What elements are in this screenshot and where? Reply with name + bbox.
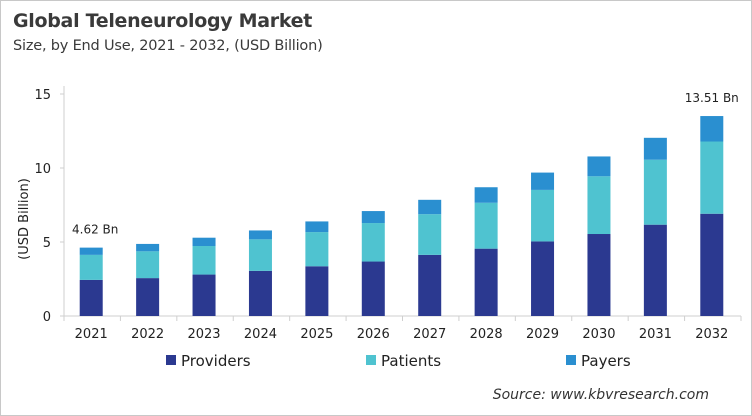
bar-providers-2030 <box>587 234 611 316</box>
legend-label-patients: Patients <box>381 352 441 370</box>
chart-title: Global Teleneurology Market <box>13 10 313 32</box>
legend-swatch-providers <box>166 355 176 365</box>
x-tick-label: 2030 <box>582 327 615 342</box>
bar-patients-2032 <box>700 141 724 214</box>
bar-patients-2027 <box>418 214 442 255</box>
bar-payers-2027 <box>418 199 442 215</box>
x-tick-label: 2029 <box>526 327 559 342</box>
bar-providers-2031 <box>643 224 667 316</box>
bar-patients-2022 <box>136 251 160 279</box>
bar-payers-2029 <box>531 172 555 190</box>
source-note: Source: www.kbvresearch.com <box>492 387 709 403</box>
bar-patients-2031 <box>643 159 667 225</box>
bar-patients-2028 <box>474 202 498 249</box>
x-tick-label: 2028 <box>470 327 503 342</box>
chart-subtitle: Size, by End Use, 2021 - 2032, (USD Bill… <box>13 38 323 54</box>
bar-providers-2026 <box>361 261 385 316</box>
bar-patients-2024 <box>248 239 272 271</box>
bar-patients-2026 <box>361 223 385 262</box>
bar-providers-2027 <box>418 254 442 316</box>
bar-providers-2023 <box>192 274 216 316</box>
y-axis-label: (USD Billion) <box>17 178 32 260</box>
y-tick-label: 10 <box>34 162 51 177</box>
bar-patients-2029 <box>531 189 555 242</box>
bar-payers-2023 <box>192 237 216 246</box>
bar-patients-2021 <box>79 254 103 280</box>
bar-providers-2025 <box>305 266 329 316</box>
y-tick-label: 15 <box>34 88 51 103</box>
bar-payers-2025 <box>305 221 329 233</box>
x-tick-label: 2025 <box>300 327 333 342</box>
x-tick-label: 2026 <box>357 327 390 342</box>
y-tick-label: 5 <box>43 236 51 251</box>
bar-payers-2028 <box>474 187 498 203</box>
bar-providers-2021 <box>79 279 103 316</box>
data-label-2032: 13.51 Bn <box>685 91 739 105</box>
bar-payers-2021 <box>79 247 103 255</box>
legend-label-payers: Payers <box>581 352 631 370</box>
bar-providers-2029 <box>531 241 555 316</box>
x-tick-label: 2031 <box>639 327 672 342</box>
legend-swatch-patients <box>366 355 376 365</box>
bar-providers-2028 <box>474 248 498 316</box>
x-tick-label: 2022 <box>131 327 164 342</box>
bar-payers-2024 <box>248 230 272 240</box>
legend-label-providers: Providers <box>181 352 251 370</box>
x-tick-label: 2023 <box>187 327 220 342</box>
legend-swatch-payers <box>566 355 576 365</box>
x-tick-label: 2027 <box>413 327 446 342</box>
bar-patients-2030 <box>587 176 611 235</box>
bar-payers-2026 <box>361 211 385 224</box>
bar-patients-2025 <box>305 232 329 267</box>
y-tick-label: 0 <box>43 310 51 325</box>
x-tick-label: 2024 <box>244 327 277 342</box>
bar-payers-2032 <box>700 116 724 142</box>
bar-payers-2031 <box>643 137 667 160</box>
x-tick-label: 2032 <box>695 327 728 342</box>
bar-payers-2030 <box>587 156 611 177</box>
bar-patients-2023 <box>192 245 216 275</box>
bar-providers-2022 <box>136 278 160 316</box>
bar-providers-2032 <box>700 213 724 316</box>
data-label-2021: 4.62 Bn <box>72 223 118 237</box>
bar-providers-2024 <box>248 270 272 316</box>
x-tick-label: 2021 <box>75 327 108 342</box>
bar-payers-2022 <box>136 243 160 252</box>
